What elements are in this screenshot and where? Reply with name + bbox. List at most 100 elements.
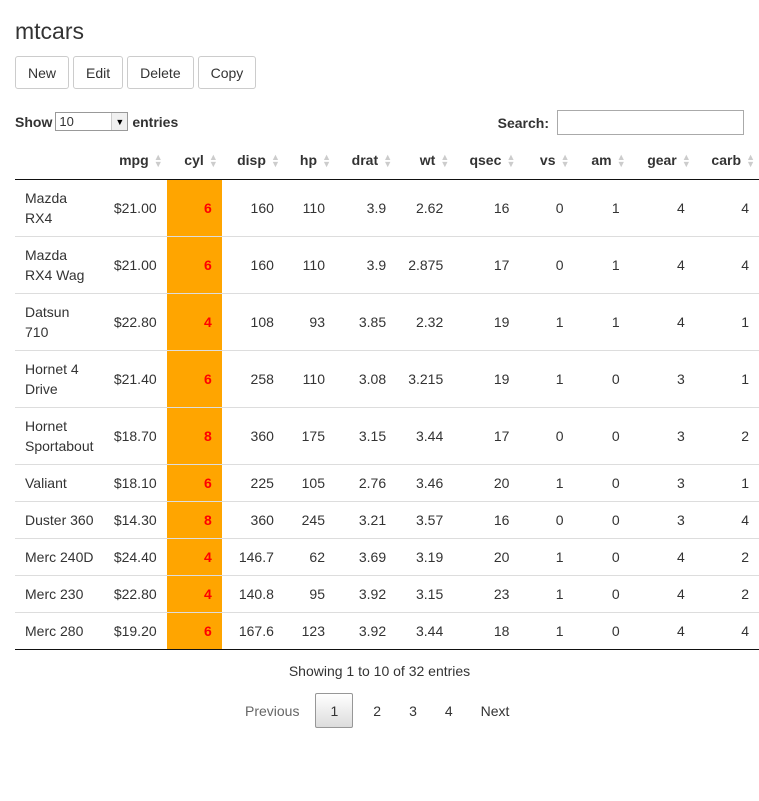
chevron-down-icon: ▼ — [111, 113, 128, 130]
cell-hp: 110 — [283, 236, 335, 294]
column-header-am[interactable]: am ▲ ▼ — [573, 141, 630, 180]
next-button[interactable]: Next — [480, 702, 510, 719]
cell-drat: 3.21 — [335, 501, 397, 539]
cell-wt: 3.15 — [396, 575, 454, 613]
column-header-label: cyl — [184, 152, 204, 168]
edit-button[interactable]: Edit — [73, 56, 124, 89]
cell-mpg: $21.00 — [103, 236, 167, 294]
cell-wt: 3.19 — [396, 538, 454, 576]
column-header-cyl[interactable]: cyl ▲ ▼ — [166, 141, 222, 180]
column-header-gear[interactable]: gear ▲ ▼ — [629, 141, 695, 180]
column-header-hp[interactable]: hp ▲ ▼ — [283, 141, 335, 180]
cell-am: 0 — [573, 407, 630, 465]
cell-mpg: $18.70 — [103, 407, 167, 465]
table-row[interactable]: Hornet 4 Drive $21.40 6 258 110 3.08 3.21… — [15, 350, 759, 408]
cell-cyl: 4 — [166, 538, 222, 576]
cell-drat: 3.69 — [335, 538, 397, 576]
row-name-cell: Datsun 710 — [15, 293, 104, 351]
table-header-row: mpg ▲ ▼ cyl ▲ ▼ disp ▲ ▼ hp ▲ ▼ drat ▲ ▼ wt ▲ ▼ qsec… — [15, 141, 759, 180]
column-header-wt[interactable]: wt ▲ ▼ — [396, 141, 454, 180]
column-header-mpg[interactable]: mpg ▲ ▼ — [103, 141, 167, 180]
cell-gear: 4 — [629, 575, 695, 613]
cell-am: 0 — [573, 575, 630, 613]
previous-button[interactable]: Previous — [245, 702, 300, 719]
cell-carb: 2 — [694, 538, 759, 576]
cell-gear: 4 — [629, 538, 695, 576]
row-name-cell: Valiant — [15, 464, 104, 502]
column-header-label: vs — [539, 152, 556, 168]
cell-gear: 4 — [629, 293, 695, 351]
column-header-name — [15, 141, 104, 180]
cell-mpg: $22.80 — [103, 575, 167, 613]
cell-disp: 258 — [221, 350, 284, 408]
row-name-line2: Drive — [25, 381, 58, 397]
cell-vs: 1 — [519, 575, 574, 613]
table-row[interactable]: Merc 280 $19.20 6 167.6 123 3.92 3.44 18… — [15, 612, 759, 650]
cell-cyl: 6 — [166, 236, 222, 294]
search-input[interactable] — [557, 110, 744, 135]
column-header-disp[interactable]: disp ▲ ▼ — [221, 141, 284, 180]
delete-button[interactable]: Delete — [127, 56, 194, 89]
cell-disp: 140.8 — [221, 575, 284, 613]
page-4-button[interactable]: 4 — [444, 702, 453, 719]
cell-cyl: 6 — [166, 464, 222, 502]
table-row[interactable]: Hornet Sportabout $18.70 8 360 175 3.15 3… — [15, 407, 759, 465]
row-name-cell: Merc 230 — [15, 575, 104, 613]
table-row[interactable]: Valiant $18.10 6 225 105 2.76 3.46 20 1 … — [15, 464, 759, 502]
cell-hp: 245 — [283, 501, 335, 539]
table-row[interactable]: Mazda RX4 $21.00 6 160 110 3.9 2.62 16 0 … — [15, 179, 759, 237]
page-2-button[interactable]: 2 — [373, 702, 382, 719]
cell-qsec: 17 — [453, 407, 520, 465]
cell-am: 1 — [573, 236, 630, 294]
column-header-vs[interactable]: vs ▲ ▼ — [519, 141, 574, 180]
cell-qsec: 18 — [453, 612, 520, 650]
cell-disp: 160 — [221, 179, 284, 237]
table-row[interactable]: Datsun 710 $22.80 4 108 93 3.85 2.32 19 1… — [15, 293, 759, 351]
table-row[interactable]: Duster 360 $14.30 8 360 245 3.21 3.57 16… — [15, 501, 759, 539]
table-row[interactable]: Merc 240D $24.40 4 146.7 62 3.69 3.19 20… — [15, 538, 759, 576]
column-header-drat[interactable]: drat ▲ ▼ — [335, 141, 397, 180]
sort-both-icon: ▲ ▼ — [681, 152, 691, 169]
cell-vs: 0 — [519, 179, 574, 237]
table-row[interactable]: Merc 230 $22.80 4 140.8 95 3.92 3.15 23 … — [15, 575, 759, 613]
cell-wt: 3.46 — [396, 464, 454, 502]
sort-both-icon: ▲ ▼ — [270, 152, 280, 169]
page-1-button[interactable]: 1 — [315, 693, 354, 728]
cell-mpg: $24.40 — [103, 538, 167, 576]
cell-mpg: $21.00 — [103, 179, 167, 237]
cell-cyl: 4 — [166, 293, 222, 351]
sort-both-icon: ▲ ▼ — [322, 152, 331, 169]
table-row[interactable]: Mazda RX4 Wag $21.00 6 160 110 3.9 2.875 … — [15, 236, 759, 294]
sort-both-icon: ▲ ▼ — [208, 152, 218, 169]
length-suffix-label: entries — [132, 113, 179, 130]
new-button[interactable]: New — [15, 56, 70, 89]
cell-hp: 62 — [283, 538, 335, 576]
cell-vs: 1 — [519, 293, 574, 351]
column-header-label: drat — [351, 152, 379, 168]
row-name-cell: Mazda RX4 — [15, 179, 104, 237]
cell-cyl: 6 — [166, 612, 222, 650]
row-name-line2: Sportabout — [25, 438, 94, 454]
column-header-carb[interactable]: carb ▲ ▼ — [694, 141, 759, 180]
column-header-qsec[interactable]: qsec ▲ ▼ — [453, 141, 520, 180]
cell-drat: 2.76 — [335, 464, 397, 502]
cell-carb: 1 — [694, 293, 759, 351]
cell-qsec: 19 — [453, 350, 520, 408]
cell-mpg: $22.80 — [103, 293, 167, 351]
page-length-value: 10 — [59, 114, 74, 129]
row-name-line1: Hornet — [25, 418, 68, 434]
cell-am: 0 — [573, 350, 630, 408]
cell-disp: 225 — [221, 464, 284, 502]
copy-button[interactable]: Copy — [197, 56, 257, 89]
page-length-select[interactable]: 10 ▼ — [55, 112, 129, 131]
cell-qsec: 20 — [453, 464, 520, 502]
page-3-button[interactable]: 3 — [409, 702, 417, 719]
length-prefix-label: Show — [15, 113, 53, 130]
cell-am: 1 — [573, 293, 630, 351]
table-info: Showing 1 to 10 of 32 entries — [288, 663, 471, 679]
cell-carb: 2 — [694, 407, 759, 465]
cell-carb: 2 — [694, 575, 759, 613]
cell-cyl: 4 — [166, 575, 222, 613]
cell-vs: 1 — [519, 464, 574, 502]
cell-vs: 0 — [519, 236, 574, 294]
